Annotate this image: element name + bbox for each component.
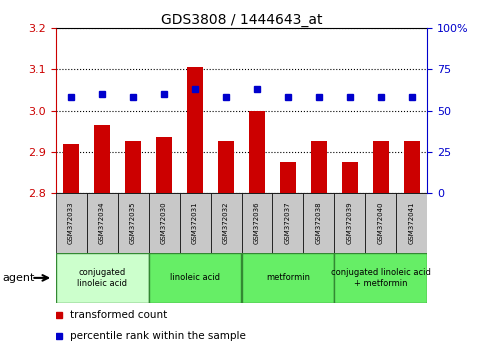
Text: agent: agent [2,273,35,283]
Bar [187,67,203,193]
Bar [211,193,242,253]
Bar [63,144,79,193]
Bar [149,193,180,253]
Text: conjugated
linoleic acid: conjugated linoleic acid [77,268,127,287]
Text: metformin: metformin [266,273,310,282]
Bar [117,193,149,253]
Text: GSM372036: GSM372036 [254,202,260,244]
Bar [242,253,334,303]
Bar [303,193,334,253]
Text: percentile rank within the sample: percentile rank within the sample [71,331,246,341]
Text: GSM372038: GSM372038 [316,202,322,244]
Bar [280,162,296,193]
Bar [249,111,265,193]
Text: GSM372030: GSM372030 [161,202,167,244]
Text: GSM372037: GSM372037 [285,202,291,244]
Text: GSM372040: GSM372040 [378,202,384,244]
Bar [334,253,427,303]
Bar [94,125,110,193]
Bar [242,193,272,253]
Bar [56,193,86,253]
Bar [397,193,427,253]
Bar [149,253,242,303]
Bar [366,193,397,253]
Text: GSM372039: GSM372039 [347,202,353,244]
Text: GSM372031: GSM372031 [192,202,198,244]
Text: transformed count: transformed count [71,310,168,320]
Bar [404,142,420,193]
Bar [125,142,141,193]
Bar [218,142,234,193]
Bar [86,193,117,253]
Text: GSM372034: GSM372034 [99,202,105,244]
Bar [56,253,149,303]
Bar [180,193,211,253]
Text: GSM372033: GSM372033 [68,202,74,244]
Text: GSM372041: GSM372041 [409,202,415,244]
Title: GDS3808 / 1444643_at: GDS3808 / 1444643_at [161,13,322,27]
Text: GSM372035: GSM372035 [130,202,136,244]
Text: linoleic acid: linoleic acid [170,273,220,282]
Bar [156,137,172,193]
Bar [334,193,366,253]
Bar [272,193,303,253]
Text: conjugated linoleic acid
+ metformin: conjugated linoleic acid + metformin [331,268,431,287]
Text: GSM372032: GSM372032 [223,202,229,244]
Bar [373,142,389,193]
Bar [342,162,358,193]
Bar [311,142,327,193]
